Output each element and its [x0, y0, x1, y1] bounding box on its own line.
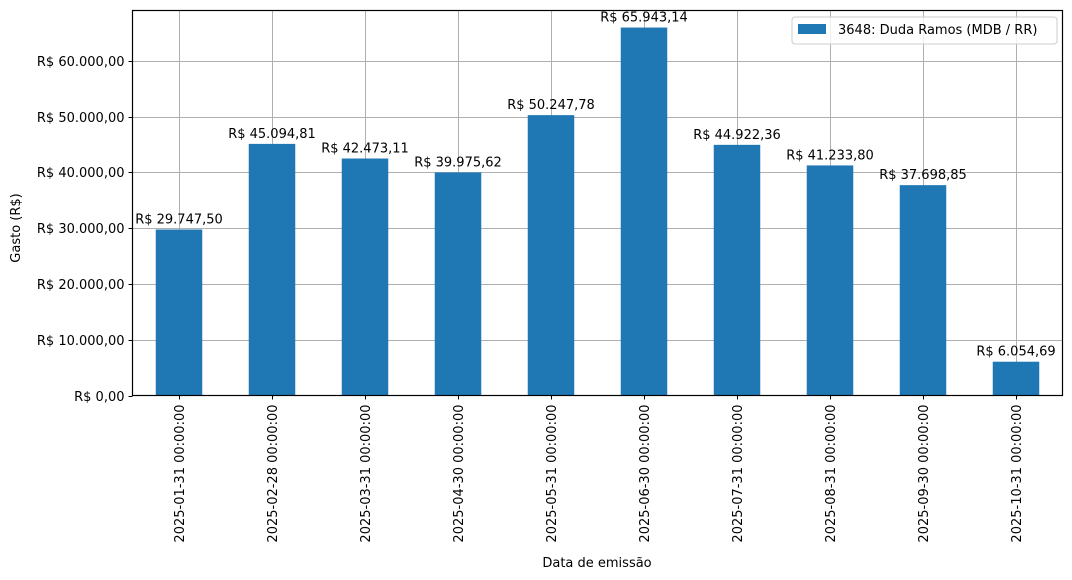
bar-value-label: R$ 6.054,69 — [976, 345, 1055, 360]
y-axis-title: Gasto (R$) — [9, 193, 24, 262]
bar-value-labels: R$ 29.747,50 R$ 45.094,81 R$ 42.473,11 R$ 3… — [135, 11, 1055, 360]
x-tick-label: 2025-10-31 00:00:00 — [1010, 405, 1025, 543]
x-tick-label: 2025-09-30 00:00:00 — [917, 405, 932, 543]
x-tick-label: 2025-01-31 00:00:00 — [173, 405, 188, 543]
plot-frame — [131, 9, 1064, 397]
bars — [155, 27, 1040, 396]
legend-label: 3648: Duda Ramos (MDB / RR) — [838, 23, 1037, 38]
bar — [899, 185, 947, 396]
y-tick-label: R$ 60.000,00 — [37, 55, 125, 70]
x-tick-label: 2025-05-31 00:00:00 — [545, 405, 560, 543]
bar-value-label: R$ 50.247,78 — [507, 98, 595, 113]
y-tick-label: R$ 20.000,00 — [37, 278, 125, 293]
bar — [434, 172, 482, 396]
bar-value-label: R$ 37.698,85 — [879, 168, 967, 183]
bar-value-label: R$ 29.747,50 — [135, 213, 223, 228]
x-tick-label: 2025-03-31 00:00:00 — [359, 405, 374, 543]
x-tick-label: 2025-06-30 00:00:00 — [638, 405, 653, 543]
bar — [155, 229, 203, 396]
y-tick-label: R$ 10.000,00 — [37, 334, 125, 349]
bar-value-label: R$ 41.233,80 — [786, 148, 874, 163]
y-tick-label: R$ 40.000,00 — [37, 166, 125, 181]
x-tick-label: 2025-04-30 00:00:00 — [452, 405, 467, 543]
bar — [527, 115, 575, 396]
bar-value-label: R$ 42.473,11 — [321, 142, 409, 157]
legend-swatch — [798, 24, 826, 34]
bar-value-label: R$ 39.975,62 — [414, 155, 502, 170]
bar — [713, 144, 761, 396]
x-axis-title: Data de emissão — [542, 556, 651, 571]
x-tick-label: 2025-08-31 00:00:00 — [824, 405, 839, 543]
bar — [806, 165, 854, 396]
bar — [248, 143, 296, 396]
legend: 3648: Duda Ramos (MDB / RR) — [791, 16, 1058, 45]
y-tick-label: R$ 50.000,00 — [37, 111, 125, 126]
y-tick-label: R$ 0,00 — [74, 390, 124, 405]
x-tick-label: 2025-07-31 00:00:00 — [731, 405, 746, 543]
x-tick-label: 2025-02-28 00:00:00 — [266, 405, 281, 543]
bar-value-label: R$ 44.922,36 — [693, 128, 781, 143]
bar-value-label: R$ 45.094,81 — [228, 127, 316, 142]
legend-box — [791, 16, 1058, 45]
bar-value-label: R$ 65.943,14 — [600, 11, 688, 26]
bar — [992, 361, 1040, 396]
bar — [620, 27, 668, 396]
y-axis-ticks: R$ 0,00 R$ 10.000,00 R$ 20.000,00 R$ 30.000… — [37, 55, 133, 405]
y-tick-label: R$ 30.000,00 — [37, 222, 125, 237]
bar — [341, 158, 389, 396]
x-axis-ticks: 2025-01-31 00:00:00 2025-02-28 00:00:00 20… — [173, 395, 1025, 543]
